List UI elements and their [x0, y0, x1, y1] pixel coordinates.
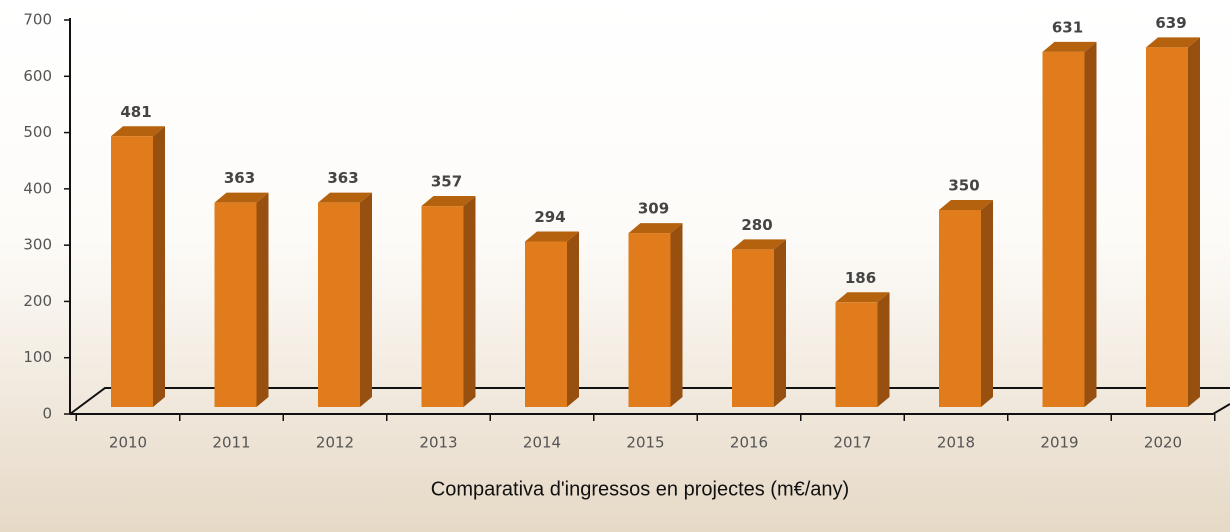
value-label: 363: [224, 169, 255, 187]
bar-top: [111, 126, 165, 137]
bar-top: [628, 223, 683, 234]
bar-side: [670, 223, 683, 407]
bar: [318, 202, 360, 407]
bar-top: [421, 196, 476, 207]
bar: [628, 233, 671, 407]
bar-side: [981, 200, 993, 407]
value-label: 357: [431, 173, 462, 191]
bar-side: [463, 196, 476, 407]
x-tick-label: 2017: [833, 434, 871, 452]
y-tick-label: 100: [23, 348, 52, 366]
y-tick-label: 600: [23, 67, 52, 85]
value-label: 280: [741, 216, 772, 234]
x-tick-label: 2013: [419, 434, 457, 452]
bar-top: [318, 192, 372, 203]
bar: [1042, 51, 1085, 407]
value-label: 350: [948, 177, 979, 195]
bar-top: [525, 231, 579, 242]
bar-top: [1042, 41, 1097, 52]
bar: [835, 302, 878, 407]
bar-side: [360, 192, 372, 407]
bar-side: [567, 231, 579, 407]
bar-side: [153, 126, 165, 407]
x-tick-label: 2014: [523, 434, 561, 452]
x-tick-label: 2016: [730, 434, 768, 452]
bar-side: [877, 292, 890, 407]
bar-top: [939, 200, 993, 210]
value-label: 481: [120, 103, 151, 121]
value-label: 363: [327, 169, 358, 187]
bar-side: [256, 192, 269, 407]
bar: [421, 206, 464, 407]
x-tick-label: 2019: [1040, 434, 1078, 452]
bar-top: [1146, 37, 1200, 48]
y-tick-label: 0: [42, 405, 52, 423]
bar-side: [1188, 37, 1200, 407]
value-label: 294: [534, 208, 565, 226]
chart-title: Comparativa d'ingressos en projectes (m€…: [431, 478, 849, 500]
bar-top: [732, 239, 786, 250]
floor-front: [70, 403, 1230, 415]
bar: [1146, 47, 1188, 407]
value-label: 186: [845, 269, 876, 287]
bar: [214, 202, 257, 407]
x-tick-label: 2011: [212, 434, 250, 452]
bar-side: [774, 239, 786, 407]
x-tick-label: 2012: [316, 434, 354, 452]
bar: [525, 241, 567, 407]
bar-top: [214, 192, 269, 203]
value-label: 631: [1052, 18, 1083, 36]
y-tick-label: 200: [23, 292, 52, 310]
value-label: 309: [638, 200, 669, 218]
x-tick-label: 2015: [626, 434, 664, 452]
bar: [111, 136, 153, 407]
bar: [732, 249, 774, 407]
bar-side: [1084, 41, 1097, 407]
y-tick-label: 300: [23, 236, 52, 254]
x-tick-label: 2010: [109, 434, 147, 452]
y-tick-label: 700: [23, 11, 52, 29]
y-tick-label: 500: [23, 123, 52, 141]
x-tick-label: 2020: [1144, 434, 1182, 452]
x-tick-label: 2018: [937, 434, 975, 452]
bar: [939, 210, 981, 407]
bar-top: [835, 292, 890, 303]
y-tick-label: 400: [23, 179, 52, 197]
value-label: 639: [1155, 14, 1186, 32]
